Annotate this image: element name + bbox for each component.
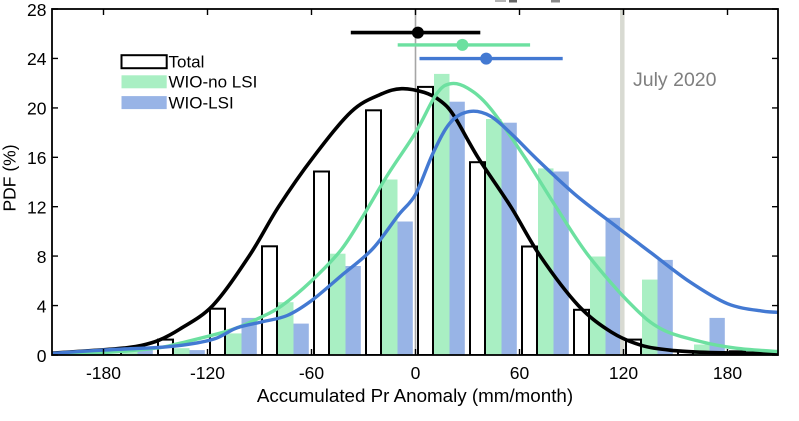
svg-text:Total: Total <box>169 52 205 71</box>
svg-text:July 2020: July 2020 <box>633 69 717 91</box>
svg-text:16: 16 <box>27 148 46 168</box>
svg-text:120: 120 <box>609 363 638 383</box>
svg-text:24: 24 <box>27 49 47 69</box>
svg-text:Accumulated Pr Anomaly (mm/mon: Accumulated Pr Anomaly (mm/month) <box>257 385 573 406</box>
svg-text:12: 12 <box>27 198 46 218</box>
svg-text:0: 0 <box>37 346 47 366</box>
svg-text:4: 4 <box>37 296 47 316</box>
svg-text:-120: -120 <box>190 363 225 383</box>
svg-text:28: 28 <box>27 0 46 20</box>
svg-text:WIO-no LSI: WIO-no LSI <box>169 73 258 92</box>
svg-text:60: 60 <box>510 363 530 383</box>
svg-text:0: 0 <box>411 363 421 383</box>
svg-text:WIO-LSI: WIO-LSI <box>169 93 234 112</box>
svg-text:-180: -180 <box>86 363 121 383</box>
svg-text:-60: -60 <box>299 363 325 383</box>
svg-text:180: 180 <box>713 363 742 383</box>
svg-text:8: 8 <box>37 247 47 267</box>
svg-text:20: 20 <box>27 99 47 119</box>
svg-text:PDF (%): PDF (%) <box>0 144 20 211</box>
